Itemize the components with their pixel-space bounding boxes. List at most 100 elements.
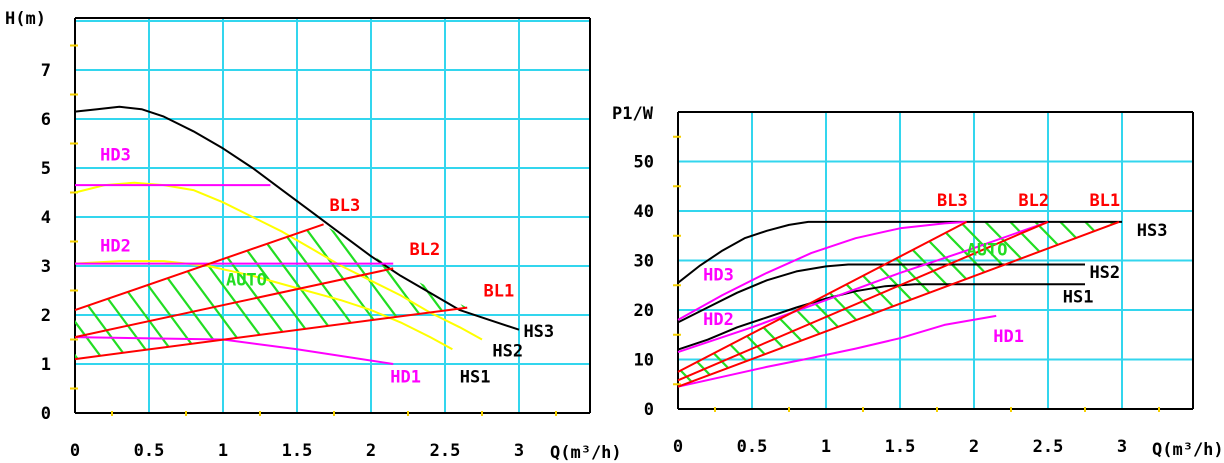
hatch-line [75, 224, 351, 360]
y-tick-label: 1 [41, 355, 51, 375]
hatch-line [1128, 112, 1224, 419]
auto-label: AUTO [226, 271, 267, 291]
hatch-line [925, 18, 1224, 423]
x-tick-label: 3 [1117, 437, 1127, 457]
hatch-line [349, 224, 468, 360]
y-tick-label: 7 [41, 61, 51, 81]
hatch-line [449, 224, 468, 360]
x-axis-title: Q(m³/h) [1152, 440, 1224, 460]
y-tick-label: 3 [41, 257, 51, 277]
hatch-line [1153, 112, 1224, 419]
x-tick-label: 2 [969, 437, 979, 457]
series-label-hd1: HD1 [993, 327, 1024, 347]
hatch-line [0, 18, 25, 423]
series-label-bl1: BL1 [483, 281, 514, 301]
series-label-hd2: HD2 [703, 310, 734, 330]
series-hs1-line [74, 260, 453, 351]
series-hs3-line [74, 105, 520, 331]
hatch-line [800, 18, 1100, 423]
chart-head: 0 0.5 1 1.5 2 2.5 301234567H(m)Q(m³/h)AUTOHD3H… [0, 9, 1224, 463]
hatch-line [525, 18, 825, 423]
x-axis-title: Q(m³/h) [550, 443, 622, 463]
y-axis-title: H(m) [5, 9, 46, 29]
series-bl1-line [74, 306, 468, 361]
y-tick-label: 40 [634, 202, 654, 222]
hatch-line [75, 224, 376, 360]
hatch-line [249, 224, 468, 360]
series-label-hs1: HS1 [1063, 288, 1094, 308]
series-hd3-line [677, 220, 967, 321]
series-label-bl2: BL2 [1018, 191, 1049, 211]
auto-region-hatch [0, 18, 1224, 423]
hatch-line [224, 224, 468, 360]
y-tick-label: 4 [41, 208, 51, 228]
y-tick-label: 30 [634, 252, 654, 272]
hatch-line [575, 18, 875, 423]
series-label-hs1: HS1 [460, 368, 491, 388]
series-hs2-line [677, 263, 1085, 324]
hatch-line [424, 224, 468, 360]
y-tick-label: 6 [41, 110, 51, 130]
hatch-line [75, 224, 126, 360]
hatch-line [299, 224, 468, 360]
chart-power: 0 0.5 1 1.5 2 2.5 301020304050P1/WQ(m³/h)AUTOH… [612, 104, 1224, 460]
x-tick-label: 0 [70, 441, 80, 461]
hatch-line [274, 224, 468, 360]
x-tick-label: 2.5 [1033, 437, 1064, 457]
hatch-line [775, 18, 1075, 423]
x-tick-label: 1.5 [885, 437, 916, 457]
series-label-hd1: HD1 [390, 368, 421, 388]
hatch-line [950, 18, 1224, 423]
y-tick-label: 5 [41, 159, 51, 179]
hatch-line [975, 18, 1224, 423]
y-tick-label: 10 [634, 351, 654, 371]
series-bl2-line [74, 267, 394, 339]
series-label-bl1: BL1 [1089, 191, 1120, 211]
x-tick-label: 1.5 [282, 441, 313, 461]
x-tick-label: 0.5 [737, 437, 768, 457]
y-tick-label: 0 [41, 404, 51, 424]
hatch-line [99, 224, 401, 360]
hatch-line [174, 224, 468, 360]
hatch-line [1025, 18, 1224, 423]
series-label-hs2: HS2 [492, 342, 523, 362]
hatch-line [199, 224, 468, 360]
hatch-line [1175, 18, 1224, 423]
y-axis-title: P1/W [612, 104, 654, 124]
y-tick-label: 20 [634, 301, 654, 321]
hatch-line [75, 224, 326, 360]
y-tick-label: 0 [644, 400, 654, 420]
series-label-hs2: HS2 [1089, 263, 1120, 283]
series-label-hd3: HD3 [703, 265, 734, 285]
x-tick-label: 3 [514, 441, 524, 461]
series-hd1-line [677, 314, 997, 388]
hatch-line [149, 224, 451, 360]
hatch-line [550, 18, 850, 423]
hatch-line [75, 224, 226, 360]
series-bl2-line [677, 220, 1049, 382]
series-bl1-line [677, 220, 1120, 388]
hatch-line [75, 224, 201, 360]
hatch-line [1200, 18, 1224, 423]
series-label-hd2: HD2 [100, 236, 131, 256]
hatch-line [75, 224, 76, 360]
hatch-line [374, 224, 468, 360]
series-label-hs3: HS3 [523, 322, 554, 342]
x-tick-label: 0 [673, 437, 683, 457]
x-tick-label: 2 [366, 441, 376, 461]
hatch-line [850, 18, 1150, 423]
hatch-line [725, 18, 1025, 423]
hatch-line [625, 18, 925, 423]
hatch-line [75, 224, 251, 360]
x-tick-label: 2.5 [430, 441, 461, 461]
y-tick-label: 50 [634, 153, 654, 173]
series-hs3-line [677, 220, 1122, 284]
x-tick-label: 1 [218, 441, 228, 461]
y-tick-label: 2 [41, 306, 51, 326]
series-label-hd3: HD3 [100, 146, 131, 166]
series-label-hs3: HS3 [1137, 221, 1168, 241]
series-hs2-line [74, 181, 483, 341]
hatch-line [1000, 18, 1224, 423]
series-hd2-line [677, 220, 1049, 354]
